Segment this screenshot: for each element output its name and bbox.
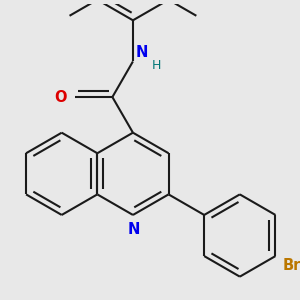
- Text: O: O: [54, 90, 67, 105]
- Text: Br: Br: [282, 258, 300, 273]
- Text: H: H: [152, 59, 161, 72]
- Text: N: N: [128, 221, 140, 236]
- Text: N: N: [135, 45, 148, 60]
